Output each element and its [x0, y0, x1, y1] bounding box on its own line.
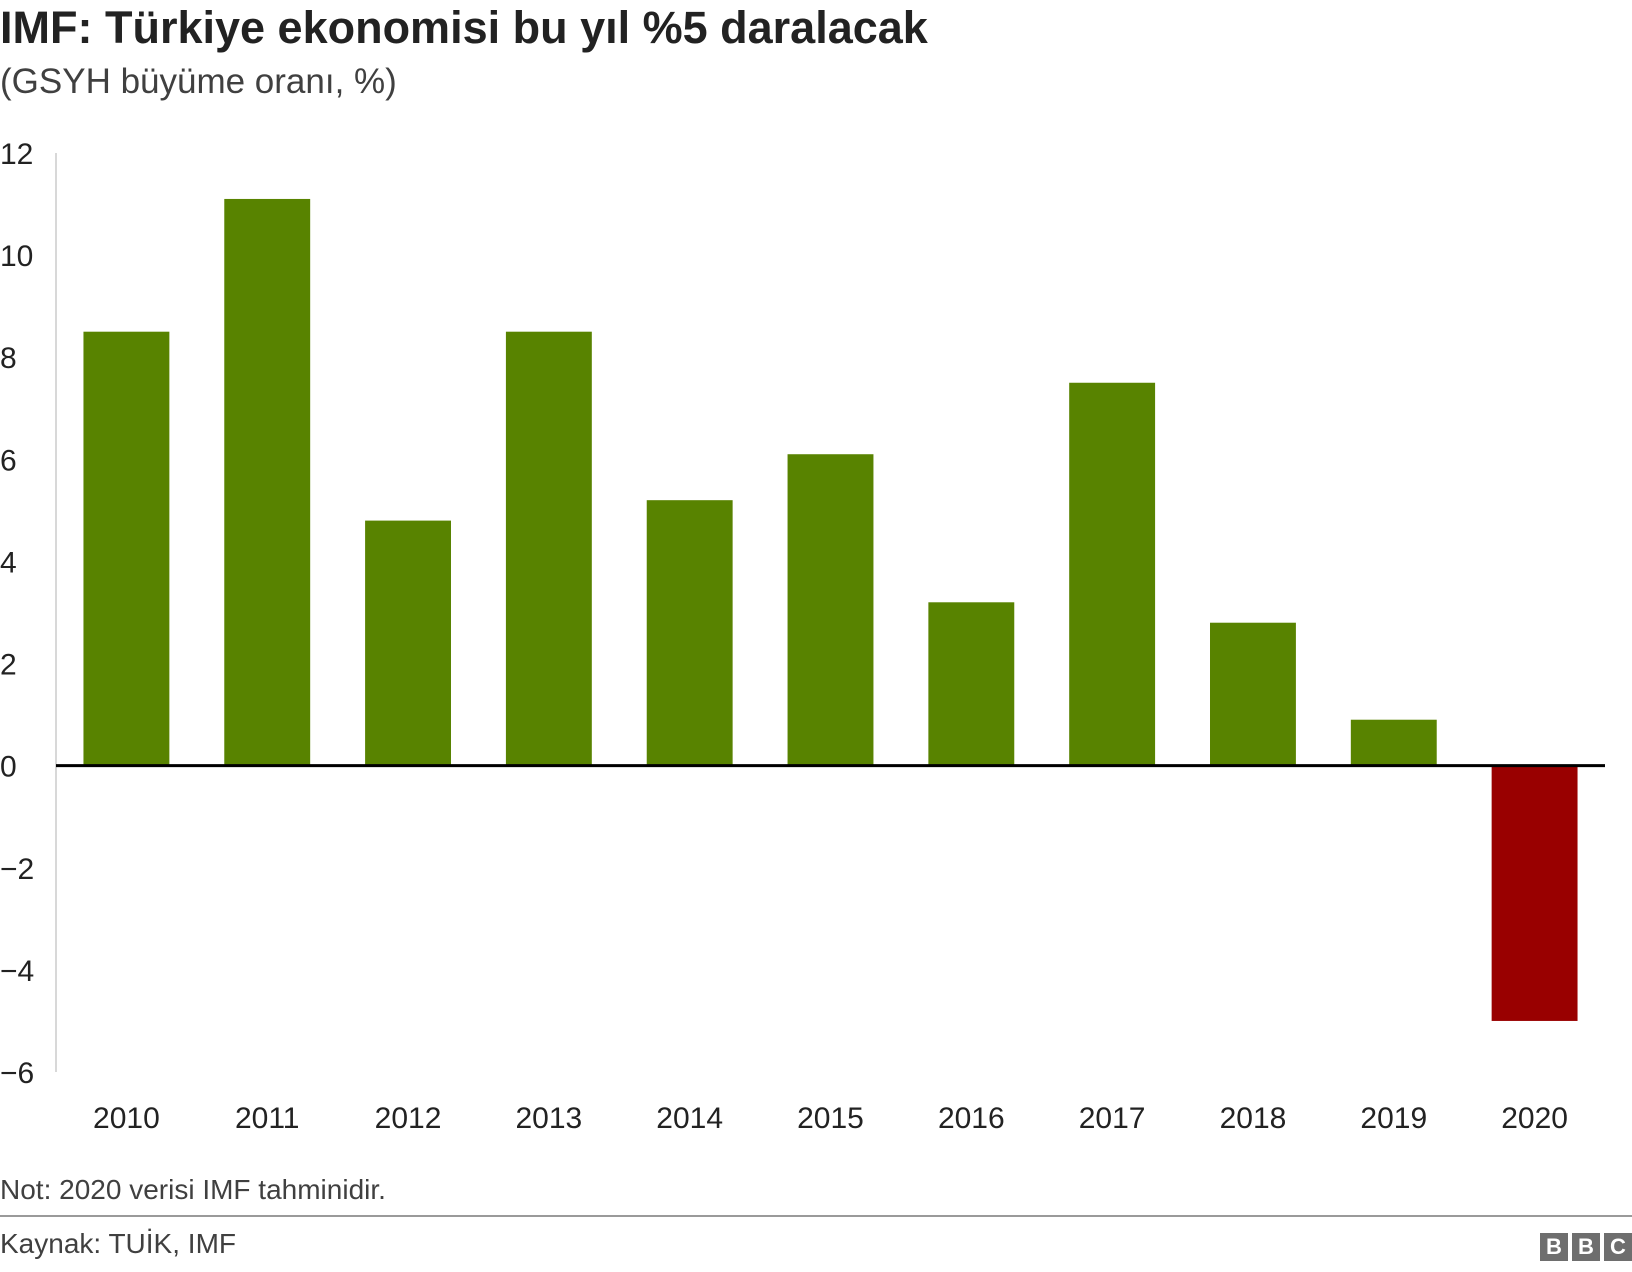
bbc-logo: B B C	[1540, 1233, 1632, 1261]
y-tick-label: 10	[0, 240, 33, 273]
x-tick-label: 2020	[1501, 1102, 1568, 1135]
bbc-logo-block: B	[1572, 1233, 1600, 1261]
y-axis: 12 10 8 6 4 2 0 −2 −4 −6	[0, 138, 57, 1090]
x-tick-label: 2018	[1220, 1102, 1287, 1135]
y-tick-label: −4	[0, 955, 34, 988]
bar-2014	[646, 500, 733, 766]
y-tick-label: 2	[0, 649, 17, 682]
x-tick-label: 2013	[515, 1102, 582, 1135]
bar-2011	[224, 198, 311, 766]
bar-2017	[1069, 382, 1156, 766]
chart-title: IMF: Türkiye ekonomisi bu yıl %5 daralac…	[0, 2, 928, 53]
footnote: Not: 2020 verisi IMF tahminidir.	[0, 1174, 386, 1205]
x-tick-label: 2014	[656, 1102, 723, 1135]
footer-divider	[0, 1215, 1632, 1217]
source-text: Kaynak: TUİK, IMF	[0, 1228, 236, 1259]
bar-2016	[928, 602, 1015, 766]
bar-2019	[1350, 719, 1437, 766]
y-tick-label: 6	[0, 444, 17, 477]
x-tick-label: 2012	[375, 1102, 442, 1135]
bar-2020	[1491, 765, 1578, 1021]
x-tick-label: 2016	[938, 1102, 1005, 1135]
y-tick-label: 0	[0, 751, 17, 784]
x-tick-label: 2011	[235, 1102, 300, 1135]
x-tick-label: 2010	[93, 1102, 160, 1135]
x-axis: 2010 2011 2012 2013 2014 2015 2016 2017 2018 2019…	[93, 1102, 1568, 1135]
bar-2013	[505, 331, 592, 766]
y-tick-label: −6	[0, 1057, 34, 1090]
chart-subtitle: (GSYH büyüme oranı, %)	[0, 62, 397, 101]
bbc-logo-block: B	[1540, 1233, 1568, 1261]
y-tick-label: −2	[0, 853, 34, 886]
bar-2018	[1210, 622, 1296, 766]
bar-2012	[365, 520, 451, 766]
x-tick-label: 2019	[1360, 1102, 1427, 1135]
bar-2015	[787, 454, 874, 766]
bar-chart: 12 10 8 6 4 2 0 −2 −4 −6 2010 2011 2012 2013 2014 2015…	[0, 138, 1605, 1135]
y-tick-label: 4	[0, 546, 17, 579]
y-tick-label: 8	[0, 342, 17, 375]
x-tick-label: 2017	[1079, 1102, 1146, 1135]
bar-2010	[83, 331, 170, 766]
x-tick-label: 2015	[797, 1102, 864, 1135]
bars	[56, 198, 1605, 1021]
bbc-logo-block: C	[1604, 1233, 1632, 1261]
y-tick-label: 12	[0, 138, 33, 171]
